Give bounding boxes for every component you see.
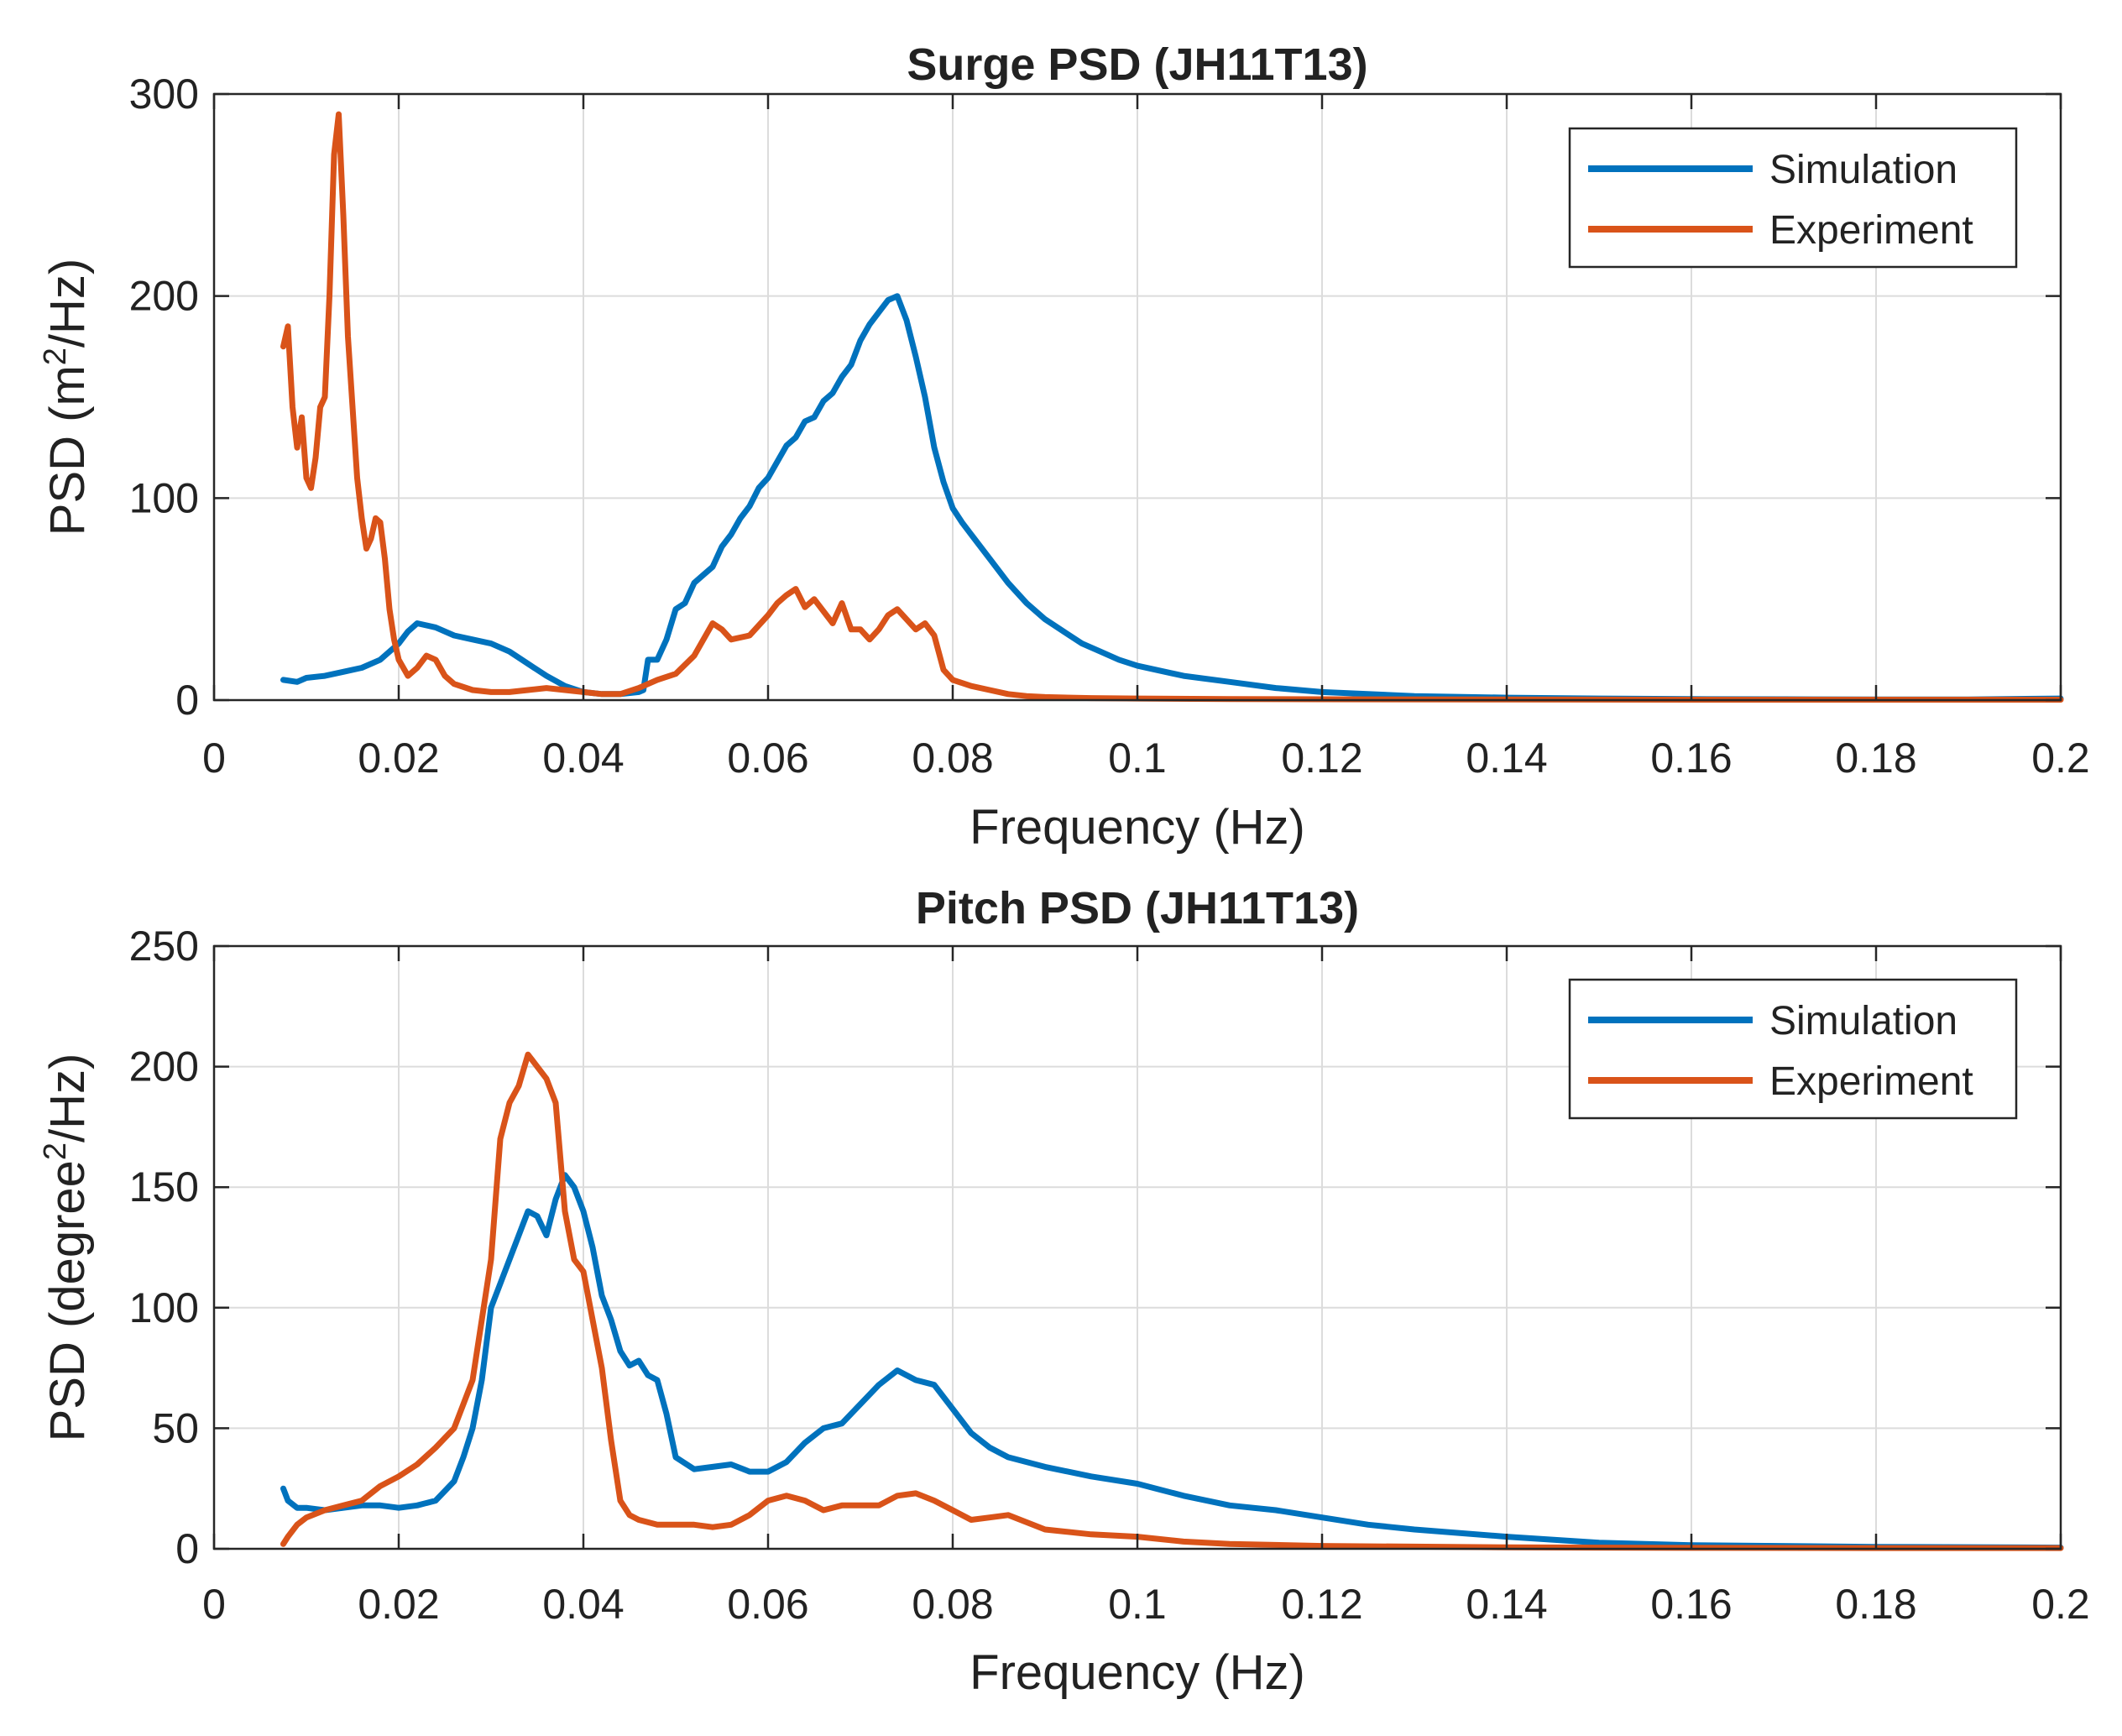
x-tick-label: 0.18 xyxy=(1835,735,1916,782)
series-line-experiment xyxy=(280,1051,2064,1551)
x-tick-label: 0.16 xyxy=(1650,735,1732,782)
y-tick-label: 300 xyxy=(129,71,199,118)
legend: Simulation Experiment xyxy=(1568,978,2018,1120)
y-tick-label: 200 xyxy=(129,1043,199,1090)
x-tick-label: 0.04 xyxy=(542,1581,624,1628)
x-tick-label: 0.18 xyxy=(1835,1581,1916,1628)
y-tick-label: 150 xyxy=(129,1163,199,1210)
x-tick-label: 0.14 xyxy=(1466,1581,1547,1628)
x-tick-label: 0.1 xyxy=(1108,1581,1167,1628)
y-tick-label: 250 xyxy=(129,923,199,970)
series-line-simulation xyxy=(280,293,2064,703)
series-line-simulation xyxy=(280,1172,2064,1551)
y-tick-label: 100 xyxy=(129,474,199,521)
legend-label-experiment: Experiment xyxy=(1769,1059,1973,1104)
x-tick-label: 0.08 xyxy=(912,1581,993,1628)
x-tick-label: 0 xyxy=(202,735,226,782)
y-axis-label-suffix: /Hz) xyxy=(40,259,95,348)
surge-psd-chart: 0 0.02 0.04 0.06 0.08 0.1 0.12 0.14 0.16 0.18 0.2 0… xyxy=(38,39,2090,855)
x-tick-label: 0.02 xyxy=(358,1581,439,1628)
chart-title: Surge PSD (JH11T13) xyxy=(907,39,1367,90)
x-tick-label: 0.16 xyxy=(1650,1581,1732,1628)
chart-title: Pitch PSD (JH11T13) xyxy=(916,883,1359,933)
y-axis-label-superscript: 2 xyxy=(38,1143,73,1160)
legend-box xyxy=(1568,127,2018,269)
legend-box xyxy=(1568,978,2018,1120)
legend-label-simulation: Simulation xyxy=(1769,148,1957,192)
x-tick-label: 0.04 xyxy=(542,735,624,782)
x-axis-label: Frequency (Hz) xyxy=(970,1645,1305,1700)
x-tick-label: 0.12 xyxy=(1281,1581,1362,1628)
y-axis-label-superscript: 2 xyxy=(38,348,73,365)
y-tick-label: 0 xyxy=(175,1525,199,1572)
y-tick-label: 50 xyxy=(152,1404,199,1451)
y-tick-label: 100 xyxy=(129,1284,199,1331)
x-tick-label: 0.14 xyxy=(1466,735,1547,782)
y-axis-label-prefix: PSD (degree xyxy=(40,1160,95,1441)
x-tick-label: 0.2 xyxy=(2031,735,2090,782)
x-tick-label: 0.06 xyxy=(727,735,808,782)
series-line-experiment xyxy=(280,111,2064,703)
x-tick-label: 0.08 xyxy=(912,735,993,782)
legend-label-simulation: Simulation xyxy=(1769,999,1957,1043)
x-tick-label: 0.02 xyxy=(358,735,439,782)
x-tick-label: 0.2 xyxy=(2031,1581,2090,1628)
x-tick-label: 0.1 xyxy=(1108,735,1167,782)
x-tick-label: 0.06 xyxy=(727,1581,808,1628)
pitch-psd-chart: 0 0.02 0.04 0.06 0.08 0.1 0.12 0.14 0.16 0.18 0.2 0… xyxy=(38,883,2090,1700)
y-tick-label: 0 xyxy=(175,677,199,724)
x-axis-label: Frequency (Hz) xyxy=(970,800,1305,855)
x-tick-label: 0 xyxy=(202,1581,226,1628)
y-axis-label-suffix: /Hz) xyxy=(40,1054,95,1143)
legend: Simulation Experiment xyxy=(1568,127,2018,269)
y-axis-label-prefix: PSD (m xyxy=(40,365,95,536)
y-tick-label: 200 xyxy=(129,273,199,320)
y-axis-label: PSD (m2/Hz) xyxy=(38,259,95,536)
y-axis-label: PSD (degree2/Hz) xyxy=(38,1054,95,1442)
legend-label-experiment: Experiment xyxy=(1769,208,1973,253)
x-tick-label: 0.12 xyxy=(1281,735,1362,782)
